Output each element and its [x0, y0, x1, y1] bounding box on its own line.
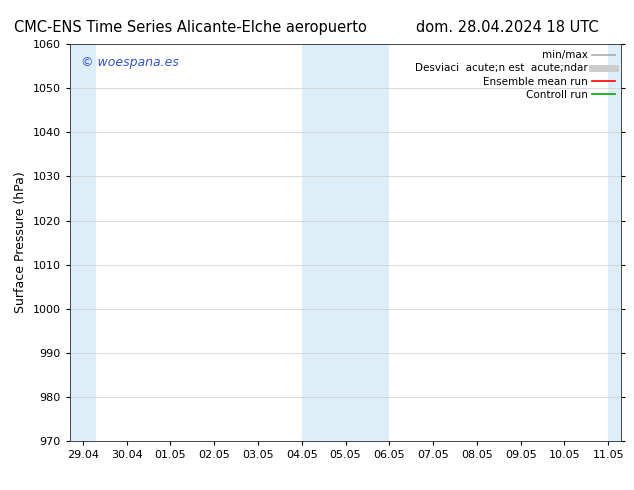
Bar: [302, 44, 389, 441]
Bar: [608, 44, 634, 441]
Text: CMC-ENS Time Series Alicante-Elche aeropuerto: CMC-ENS Time Series Alicante-Elche aerop…: [14, 20, 366, 35]
Legend: min/max, Desviaci  acute;n est  acute;ndar, Ensemble mean run, Controll run: min/max, Desviaci acute;n est acute;ndar…: [411, 46, 619, 104]
Bar: [70, 44, 96, 441]
Y-axis label: Surface Pressure (hPa): Surface Pressure (hPa): [14, 172, 27, 314]
Text: dom. 28.04.2024 18 UTC: dom. 28.04.2024 18 UTC: [416, 20, 598, 35]
Text: © woespana.es: © woespana.es: [81, 56, 179, 69]
